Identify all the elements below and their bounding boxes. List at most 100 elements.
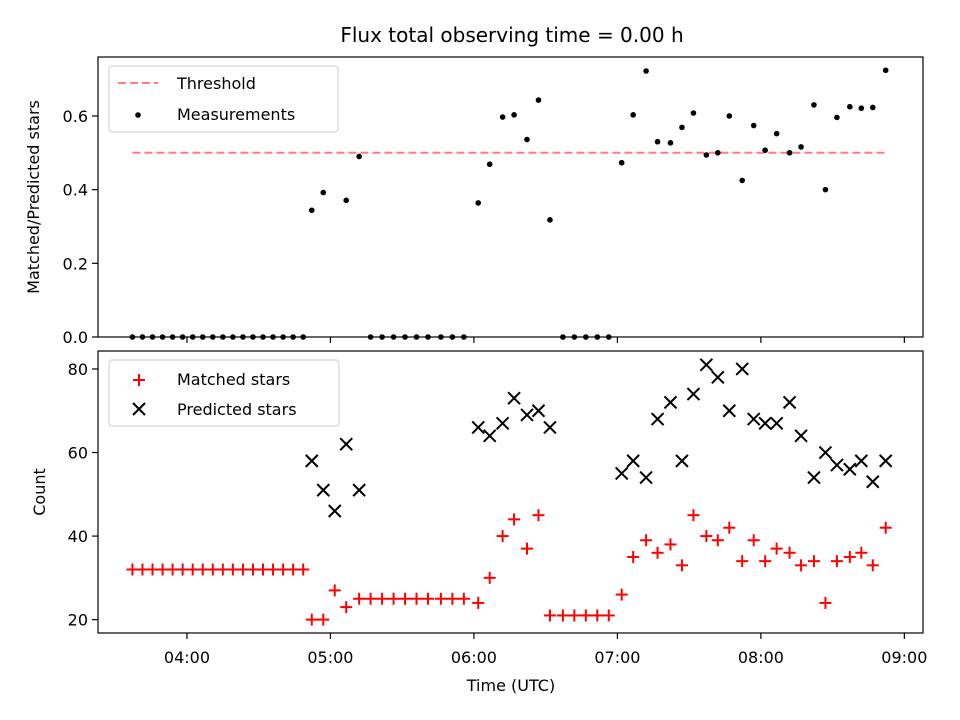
bottom-panel-y-ticks: 20 40 60 80 [68, 360, 98, 630]
measurement-point [811, 102, 817, 108]
predicted-star-point [866, 475, 880, 489]
measurement-point [643, 68, 649, 74]
predicted-star-point [878, 454, 893, 468]
matched-star-point [126, 563, 139, 576]
matched-star-point [257, 563, 269, 576]
matched-star-point [591, 609, 604, 622]
matched-star-point [226, 563, 239, 576]
measurement-point [402, 334, 408, 340]
predicted-star-point [758, 416, 772, 430]
measurement-point [822, 186, 829, 193]
matched-star-point [723, 521, 736, 534]
predicted-star-point [807, 470, 821, 485]
measurement-point [679, 124, 685, 131]
measurement-point [703, 152, 710, 158]
measurement-point [715, 149, 721, 156]
matched-star-point [317, 613, 330, 626]
predicted-star-point [305, 454, 319, 468]
predicted-star-point [482, 429, 497, 443]
matched-star-point [675, 559, 688, 572]
measurement-point [270, 334, 276, 340]
measurement-point [129, 334, 136, 340]
measurement-point [499, 114, 506, 120]
measurement-point [240, 334, 246, 340]
measurement-point [786, 149, 793, 156]
measurement-point [425, 334, 431, 340]
predicted-star-point [543, 420, 557, 435]
matched-star-point [627, 550, 640, 563]
measurement-point [260, 334, 266, 340]
y-tick-label: 0.0 [63, 328, 88, 347]
matched-star-point [687, 509, 700, 522]
predicted-star-point [626, 454, 640, 468]
matched-star-point [579, 609, 592, 622]
matched-star-point [236, 563, 249, 576]
measurement-point [594, 334, 601, 340]
measurement-point [169, 334, 176, 340]
matched-star-point [457, 592, 470, 605]
measurement-point [798, 144, 804, 150]
matched-star-point [186, 563, 199, 576]
measurement-point [475, 200, 482, 206]
measurement-point [583, 334, 589, 340]
predicted-star-point [686, 387, 701, 401]
matched-star-point [297, 563, 310, 576]
measurement-point [571, 334, 578, 340]
legend-threshold-label: Threshold [176, 74, 256, 93]
matched-star-point [843, 550, 856, 563]
matched-star-point [434, 592, 447, 605]
x-tick-label: 07:00 [594, 648, 640, 667]
measurement-point [524, 136, 530, 143]
matched-star-point [399, 592, 412, 605]
matched-star-point [759, 555, 772, 568]
measurement-point [690, 110, 697, 116]
bottom-panel-x-ticks: 04:00 05:00 06:00 07:00 08:00 09:00 [164, 633, 927, 667]
measurement-point [654, 138, 661, 145]
matched-star-point [711, 534, 724, 547]
y-tick-label: 40 [68, 527, 88, 546]
matched-star-point [855, 546, 868, 559]
matched-star-point [340, 601, 353, 614]
measurement-point [356, 153, 362, 160]
matched-star-point [387, 592, 400, 605]
matched-star-point [783, 546, 796, 559]
predicted-star-point [471, 420, 485, 435]
measurement-point [750, 122, 757, 129]
predicted-star-point [735, 362, 749, 376]
measurement-point [413, 334, 420, 340]
matched-star-point [267, 563, 280, 576]
measurement-point [511, 112, 517, 118]
matched-star-point [640, 534, 653, 547]
measurement-point [179, 334, 186, 340]
matched-star-point [508, 513, 521, 526]
matched-star-point [305, 613, 318, 626]
x-axis-label: Time (UTC) [466, 676, 555, 695]
predicted-star-point [711, 370, 725, 385]
matched-star-point [422, 592, 434, 605]
y-tick-label: 0.6 [63, 107, 88, 126]
top-legend: Threshold Measurements [108, 65, 339, 133]
measurement-point [667, 140, 674, 146]
measurement-point [547, 217, 553, 223]
measurement-point [390, 334, 397, 340]
measurement-point [739, 177, 746, 184]
measurement-point [343, 197, 350, 204]
measurement-point [762, 147, 768, 154]
measurement-point [220, 334, 226, 340]
predicted-star-point [352, 483, 366, 497]
matched-star-point [532, 509, 545, 522]
measurement-point [461, 334, 467, 340]
matched-star-points [126, 509, 892, 626]
bottom-panel-y-axis-label: Count [30, 468, 49, 516]
predicted-star-point [531, 404, 546, 418]
top-legend-box [108, 65, 339, 133]
legend-measurements-label: Measurements [177, 105, 295, 124]
predicted-star-point [675, 454, 689, 468]
y-tick-label: 0.4 [63, 181, 88, 200]
predicted-star-point [339, 437, 353, 451]
measurement-point [726, 113, 733, 119]
predicted-star-point [328, 504, 342, 518]
measurement-point [308, 207, 315, 214]
y-tick-label: 60 [68, 444, 88, 463]
